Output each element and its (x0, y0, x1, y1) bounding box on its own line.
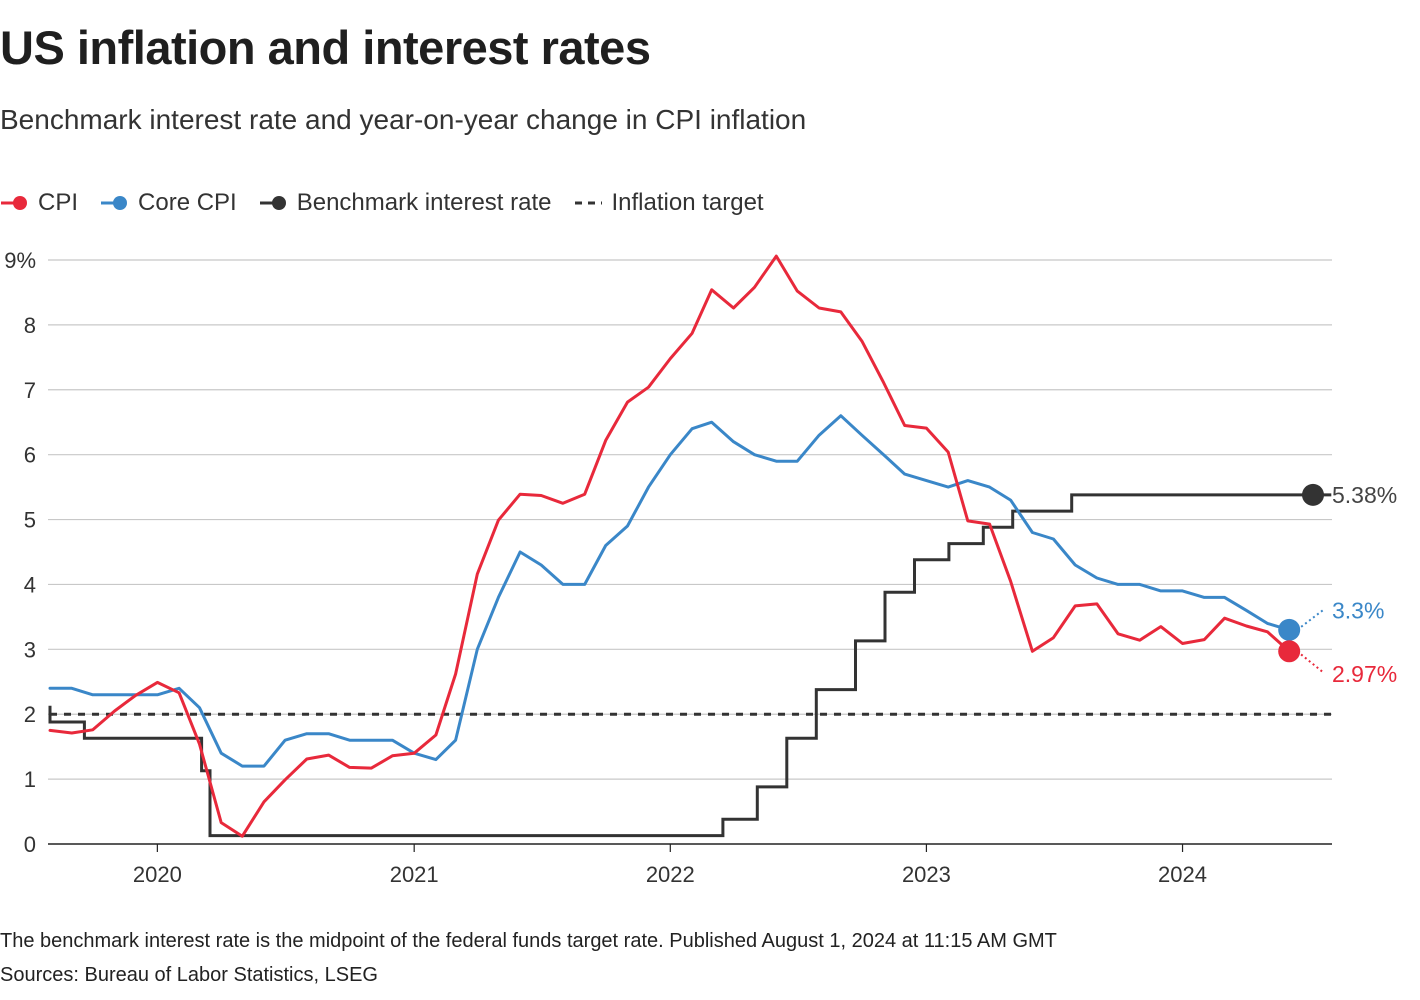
chart-subtitle: Benchmark interest rate and year-on-year… (0, 104, 807, 135)
series-line-cpi (48, 254, 1291, 838)
end-marker-benchmark-rate (1302, 483, 1324, 506)
y-tick-label: 5 (24, 508, 36, 533)
end-leader-core-cpi (1296, 608, 1325, 631)
x-tick-label: 2021 (390, 862, 439, 887)
legend: CPI Core CPI Benchmark interest rate Inf… (0, 186, 786, 220)
y-tick-label: 3 (24, 637, 36, 662)
chart-title: US inflation and interest rates (0, 21, 651, 74)
legend-item-benchmark-rate: Benchmark interest rate (259, 189, 552, 217)
line-chart: 0 1 2 3 4 5 6 7 8 9% 2020 2021 2022 2023 2024 5.38% 3.… (4, 248, 1397, 887)
x-axis: 2020 2021 2022 2023 2024 (133, 844, 1207, 887)
series-end-markers: 5.38% 3.3% 2.97% (1278, 482, 1397, 687)
y-axis: 0 1 2 3 4 5 6 7 8 9% (4, 248, 36, 857)
legend-item-core-cpi: Core CPI (100, 189, 237, 217)
legend-marker-benchmark-rate (259, 196, 286, 210)
y-tick-label: 2 (24, 702, 36, 727)
y-tick-label: 8 (24, 313, 36, 338)
x-tick-label: 2023 (902, 862, 951, 887)
end-marker-core-cpi (1278, 618, 1301, 641)
y-tick-label: 0 (24, 832, 36, 857)
end-label-cpi: 2.97% (1332, 661, 1397, 687)
end-marker-cpi (1278, 640, 1301, 663)
end-label-core-cpi: 3.3% (1332, 597, 1384, 623)
legend-marker-cpi (1, 196, 27, 210)
legend-item-inflation-target: Inflation target (574, 189, 764, 217)
y-tick-label: 1 (24, 767, 36, 792)
series-line-core-cpi (48, 414, 1291, 768)
legend-item-cpi: CPI (0, 189, 78, 217)
chart-series (48, 254, 1332, 838)
sources-note: Sources: Bureau of Labor Statistics, LSE… (0, 964, 378, 986)
x-tick-label: 2020 (133, 862, 182, 887)
legend-marker-inflation-target (574, 201, 602, 205)
end-label-benchmark-rate: 5.38% (1332, 482, 1397, 508)
legend-label-benchmark-rate: Benchmark interest rate (296, 189, 552, 216)
y-tick-label: 7 (24, 378, 36, 403)
legend-label-core-cpi: Core CPI (138, 189, 237, 216)
chart-grid (48, 259, 1332, 845)
x-tick-label: 2024 (1158, 862, 1207, 887)
end-leader-cpi (1296, 650, 1325, 674)
legend-marker-core-cpi (101, 196, 128, 210)
y-tick-label: 9% (4, 248, 36, 273)
y-tick-label: 6 (24, 443, 36, 468)
legend-label-cpi: CPI (38, 189, 79, 216)
x-tick-label: 2022 (646, 862, 695, 887)
series-line-benchmark-interest-rate (48, 493, 1332, 838)
y-tick-label: 4 (24, 572, 36, 597)
footnote: The benchmark interest rate is the midpo… (0, 930, 1057, 952)
legend-label-inflation-target: Inflation target (611, 189, 764, 216)
